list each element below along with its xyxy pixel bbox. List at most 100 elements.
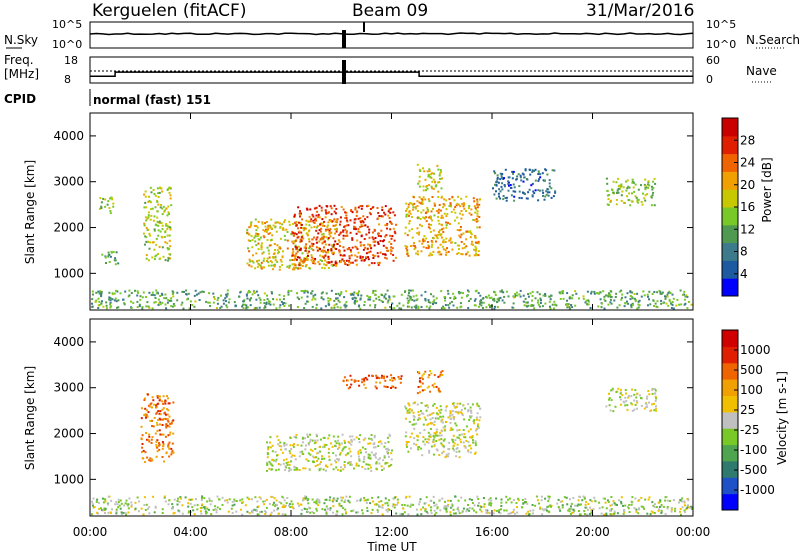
echo-cell [125,499,128,502]
echo-cell [410,245,412,248]
echo-cell [151,459,154,462]
echo-cell [168,415,171,418]
echo-cell [336,297,339,300]
echo-cell [104,500,107,503]
echo-cell [494,183,496,186]
echo-cell [159,410,162,413]
echo-cell [397,375,400,378]
echo-cell [339,451,342,454]
echo-cell [445,455,448,458]
echo-cell [269,303,272,306]
echo-cell [410,216,413,218]
echo-cell [357,464,360,467]
echo-cell [429,230,432,233]
echo-cell [418,500,421,503]
echo-cell [391,449,393,452]
echo-cell [216,506,219,509]
echo-cell [407,402,410,405]
echo-cell [452,508,455,511]
echo-cell [350,378,353,381]
echo-cell [115,510,118,513]
echo-cell [327,297,330,300]
echo-cell [125,512,128,515]
echo-cell [350,254,353,257]
echo-cell [384,502,387,505]
echo-cell [170,299,173,302]
echo-cell [349,450,352,453]
echo-cell [433,445,436,448]
echo-cell [655,506,658,509]
echo-cell [122,511,125,514]
echo-cell [271,268,274,271]
echo-cell [635,196,638,199]
echo-cell [644,199,647,202]
echo-cell [544,168,547,171]
echo-cell [336,497,339,500]
echo-cell [366,509,369,512]
echo-cell [316,249,319,252]
echo-cell [421,382,424,385]
echo-cell [585,299,588,302]
echo-cell [439,405,442,408]
echo-cell [355,436,358,439]
echo-cell [173,304,176,307]
echo-cell [498,509,501,512]
echo-cell [275,221,278,224]
echo-cell [347,247,350,250]
echo-cell [652,504,655,507]
echo-cell [635,508,638,511]
echo-cell [634,403,637,406]
echo-cell [257,220,260,223]
echo-cell [653,402,655,405]
echo-cell [147,259,150,262]
echo-cell [526,502,529,505]
echo-cell [169,228,172,231]
echo-cell [626,187,629,190]
echo-cell [417,233,420,236]
echo-cell [366,498,369,501]
echo-cell [315,307,318,310]
echo-cell [292,248,294,251]
echo-cell [161,456,164,458]
echo-cell [153,248,156,251]
power-colorbar-label: Power [dB] [760,157,774,222]
echo-cell [607,295,610,298]
echo-cell [686,307,689,310]
echo-cell [164,417,167,420]
echo-cell [447,499,450,502]
echo-cell [308,247,311,250]
echo-cell [390,374,393,377]
echo-cell [149,218,152,221]
echo-cell [475,252,477,255]
echo-cell [388,499,390,502]
echo-cell [490,499,493,502]
echo-cell [416,298,419,301]
echo-cell [282,227,285,230]
echo-cell [350,455,353,458]
echo-cell [424,502,427,505]
echo-cell [102,197,105,200]
echo-cell [377,511,379,513]
echo-cell [407,214,410,217]
echo-cell [630,395,633,398]
echo-cell [127,511,130,514]
echo-cell [266,469,268,472]
echo-cell [495,190,497,193]
echo-cell [98,207,101,210]
freq-right-tick-bottom: 0 [706,73,713,86]
echo-cell [370,451,373,454]
echo-cell [550,294,553,297]
echo-cell [369,442,372,445]
echo-cell [477,504,480,507]
echo-cell [633,393,636,396]
echo-cell [469,436,471,439]
echo-cell [623,305,626,308]
echo-cell [510,501,513,504]
colorbar-tick-label: 12 [740,222,755,236]
echo-cell [117,498,120,501]
echo-cell [303,260,306,263]
echo-cell [382,253,384,256]
echo-cell [513,199,516,202]
echo-cell [166,242,169,245]
echo-cell [431,180,434,183]
